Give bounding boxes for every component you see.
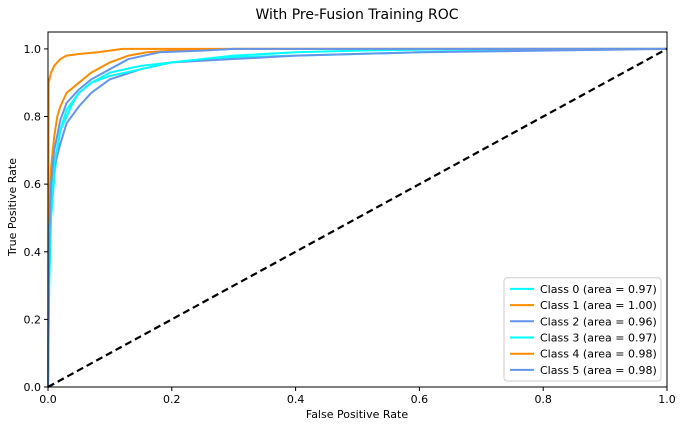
chart-title: With Pre-Fusion Training ROC: [256, 7, 459, 23]
y-tick-label: 0.8: [24, 111, 42, 124]
x-tick-label: 0.4: [287, 393, 305, 406]
y-axis-label: True Positive Rate: [6, 158, 19, 257]
legend-label: Class 4 (area = 0.98): [540, 348, 657, 361]
x-tick-label: 0.2: [163, 393, 181, 406]
axis-ticks: 0.0 0.2 0.4 0.6 0.8 1.0 0.0 0.2 0.4 0.6 0.8 1.0: [24, 43, 676, 406]
legend: Class 0 (area = 0.97) Class 1 (area = 1.0…: [503, 277, 662, 382]
legend-label: Class 2 (area = 0.96): [540, 315, 657, 328]
x-tick-label: 0.8: [534, 393, 552, 406]
legend-label: Class 3 (area = 0.97): [540, 332, 657, 345]
plot-area: [47, 47, 668, 388]
y-tick-label: 0.4: [24, 246, 42, 259]
legend-label: Class 0 (area = 0.97): [540, 283, 657, 296]
roc-series-line-1: [47, 47, 667, 388]
x-axis-label: False Positive Rate: [306, 408, 408, 421]
x-tick-label: 0.6: [411, 393, 429, 406]
x-tick-label: 1.0: [658, 393, 676, 406]
y-tick-label: 0.2: [24, 313, 42, 326]
y-tick-label: 0.0: [24, 381, 42, 394]
roc-series-line-5: [47, 47, 667, 388]
roc-series-line-3: [47, 47, 667, 388]
chance-diagonal-line: [47, 47, 668, 388]
y-tick-label: 0.6: [24, 178, 42, 191]
y-tick-label: 1.0: [24, 43, 42, 56]
x-tick-label: 0.0: [39, 393, 57, 406]
plot-frame: [47, 31, 668, 388]
legend-frame: [503, 277, 662, 382]
legend-label: Class 5 (area = 0.98): [540, 364, 657, 377]
legend-label: Class 1 (area = 1.00): [540, 299, 657, 312]
